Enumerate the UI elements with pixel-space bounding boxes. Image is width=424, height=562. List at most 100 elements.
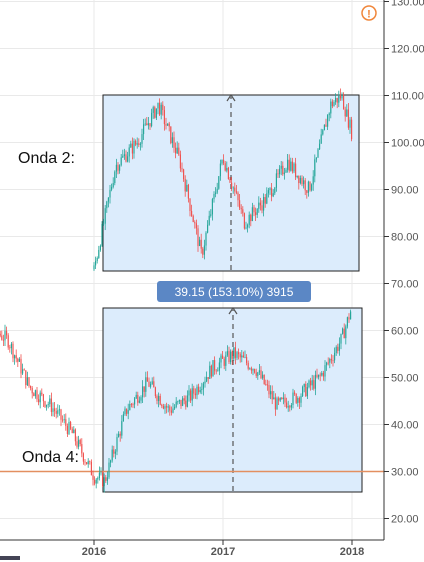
candle-body: [268, 385, 270, 395]
candle-body: [46, 404, 48, 407]
candle-body: [271, 391, 273, 400]
candle-body: [149, 123, 151, 127]
candle-body: [255, 372, 257, 376]
candle-body: [123, 154, 125, 156]
candle-body: [298, 398, 300, 403]
candle-body: [325, 124, 327, 127]
candle-body: [322, 130, 324, 135]
candle-body: [263, 374, 265, 385]
y-tick-label: 20.00: [391, 514, 419, 526]
candle-body: [74, 429, 76, 442]
candle-body: [160, 104, 162, 115]
candle-body: [41, 392, 43, 395]
candle-body: [104, 208, 106, 224]
candle-body: [127, 410, 129, 414]
candle-body: [323, 124, 325, 131]
candle-body: [154, 107, 156, 118]
candle-body: [81, 444, 83, 454]
candle-body: [347, 109, 349, 128]
candle-body: [156, 396, 158, 401]
candle-body: [327, 362, 329, 364]
candle-body: [137, 394, 139, 403]
candle-body: [150, 383, 152, 387]
candle-body: [263, 197, 265, 211]
candle-body: [151, 112, 153, 127]
candle-body: [57, 410, 59, 414]
x-tick-label: 2016: [82, 546, 106, 558]
y-tick-label: 110.00: [391, 91, 424, 103]
candle-body: [322, 372, 324, 377]
candle-body: [246, 357, 248, 363]
candle-body: [121, 421, 123, 436]
candle-body: [271, 188, 273, 197]
candle-body: [210, 214, 212, 216]
candle-body: [218, 176, 220, 189]
y-tick-label: 100.00: [391, 138, 424, 150]
candle-body: [316, 374, 318, 378]
candle-body: [192, 215, 194, 223]
candle-body: [242, 209, 244, 214]
candle-body: [132, 404, 134, 406]
candle-body: [187, 184, 189, 199]
candle-body: [305, 383, 307, 397]
candle-body: [321, 372, 323, 376]
candle-body: [310, 380, 312, 386]
candle-body: [14, 355, 16, 359]
series-upper-candles: [93, 88, 353, 271]
candle-body: [306, 387, 308, 397]
candle-body: [237, 192, 239, 201]
candle-body: [211, 199, 213, 215]
candle-body: [279, 168, 281, 175]
candle-body: [111, 187, 113, 190]
candle-body: [131, 143, 133, 154]
candle-body: [223, 159, 225, 164]
candle-body: [93, 265, 95, 270]
candle-body: [279, 397, 281, 401]
candle-body: [86, 462, 88, 465]
candle-body: [78, 439, 80, 447]
candle-body: [249, 368, 251, 370]
candle-body: [326, 362, 328, 366]
candle-body: [183, 169, 185, 180]
candle-body: [241, 355, 243, 358]
candle-body: [124, 408, 126, 415]
candle-body: [344, 109, 346, 117]
candle-body: [294, 392, 296, 394]
candle-body: [207, 377, 209, 379]
candle-body: [274, 397, 276, 410]
candle-body: [105, 477, 107, 481]
candle-body: [200, 239, 202, 249]
candle-body: [262, 374, 264, 379]
candle-body: [31, 388, 33, 394]
candle-body: [239, 200, 241, 208]
candle-body: [39, 392, 41, 403]
candle-body: [206, 377, 208, 382]
candle-body: [202, 383, 204, 390]
candle-body: [221, 159, 223, 164]
candle-body: [49, 398, 51, 405]
candle-body: [346, 317, 348, 327]
candle-body: [99, 245, 101, 250]
y-axis-ticks: 20.00 30.00 40.00 50.00 60.00 70.00 80.00 90.00…: [384, 0, 424, 526]
candle-body: [338, 94, 340, 103]
candle-body: [36, 390, 38, 400]
candle-body: [302, 386, 304, 397]
candle-body: [256, 208, 258, 215]
candle-body: [297, 398, 299, 403]
candle-body: [319, 374, 321, 376]
candle-body: [60, 409, 62, 420]
candle-body: [244, 357, 246, 358]
candle-body: [134, 398, 136, 405]
candle-body: [288, 159, 290, 171]
candle-body: [108, 462, 110, 478]
candle-body: [20, 358, 22, 374]
alert-icon[interactable]: !: [361, 5, 377, 21]
candle-body: [350, 311, 352, 320]
candle-body: [258, 202, 260, 209]
candle-body: [158, 395, 160, 401]
candle-body: [169, 406, 171, 411]
candle-body: [328, 113, 330, 116]
candle-body: [100, 472, 102, 474]
candle-body: [17, 358, 19, 362]
